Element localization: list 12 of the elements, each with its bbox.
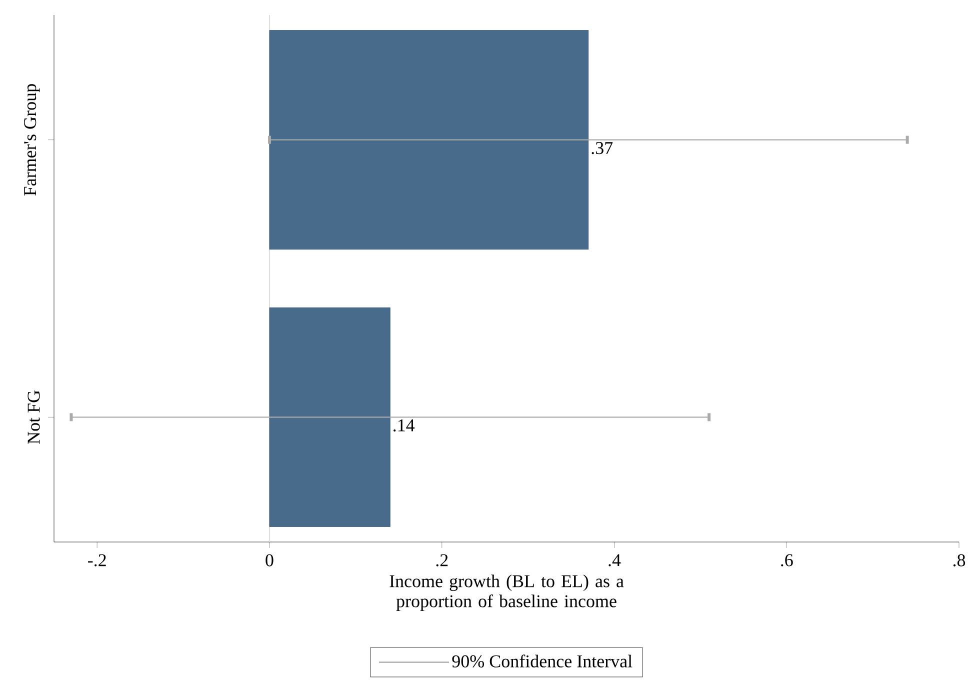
x-tick-label: .4 bbox=[608, 554, 621, 566]
x-tick-label: .8 bbox=[953, 554, 966, 566]
y-tick-label: Not FG bbox=[28, 390, 40, 444]
legend-title: 90% Confidence Interval bbox=[452, 654, 632, 668]
data-label: .37 bbox=[592, 142, 613, 154]
y-tick-label: Farmer's Group bbox=[24, 84, 40, 196]
x-tick-label: 0 bbox=[266, 554, 274, 566]
x-tick-label: .6 bbox=[781, 554, 793, 566]
x-tick-label: -.2 bbox=[88, 554, 106, 566]
x-axis-title: Income growth (BL to EL) as a proportion of baseline income bbox=[390, 574, 624, 611]
x-tick-label: .2 bbox=[436, 554, 448, 566]
data-label: .14 bbox=[394, 419, 415, 432]
